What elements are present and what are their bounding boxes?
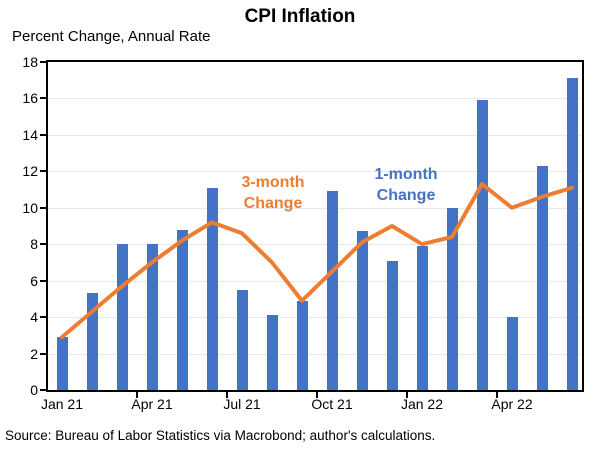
bar-jan-21 bbox=[56, 337, 68, 390]
y-axis-tick bbox=[40, 61, 46, 63]
x-axis-label: Jan 22 bbox=[400, 396, 444, 412]
x-axis-label: Apr 22 bbox=[491, 396, 533, 412]
bar-nov-21 bbox=[356, 231, 368, 390]
gridline bbox=[48, 207, 582, 209]
x-axis-label: Jan 21 bbox=[40, 396, 84, 412]
line-series-3-month-change bbox=[60, 182, 574, 340]
y-axis-tick bbox=[40, 243, 46, 246]
gridline bbox=[48, 171, 582, 173]
y-axis-tick bbox=[40, 97, 46, 100]
x-axis-label: Jul 21 bbox=[223, 396, 261, 412]
bar-feb-22 bbox=[446, 207, 458, 390]
bar-jan-22 bbox=[416, 246, 428, 390]
y-axis-label: 2 bbox=[30, 345, 38, 362]
bar-mar-21 bbox=[116, 244, 128, 390]
bar-feb-21 bbox=[86, 293, 98, 390]
source-note: Source: Bureau of Labor Statistics via M… bbox=[5, 428, 436, 443]
bar-jul-21 bbox=[236, 289, 248, 390]
x-axis-label: Oct 21 bbox=[311, 396, 353, 412]
gridline bbox=[48, 280, 582, 282]
y-axis-label: 16 bbox=[22, 90, 38, 107]
x-axis-tick bbox=[226, 392, 228, 398]
bar-may-22 bbox=[536, 165, 548, 390]
bar-may-21 bbox=[176, 229, 188, 390]
y-axis-tick bbox=[40, 279, 46, 282]
plot-area bbox=[46, 60, 584, 392]
line-path bbox=[60, 182, 574, 340]
annotation-1-month-change: 1-month Change bbox=[374, 164, 437, 206]
y-axis-tick bbox=[40, 170, 46, 173]
gridline bbox=[48, 98, 582, 100]
bar-dec-21 bbox=[386, 260, 398, 390]
bar-apr-21 bbox=[146, 244, 158, 390]
chart-subtitle: Percent Change, Annual Rate bbox=[12, 28, 211, 45]
y-axis-tick bbox=[40, 206, 46, 209]
x-axis-label: Apr 21 bbox=[131, 396, 173, 412]
annotation-3-month-line1: 3-month bbox=[241, 174, 305, 191]
annotation-1-month-line1: 1-month bbox=[374, 166, 438, 183]
chart-title: CPI Inflation bbox=[244, 6, 356, 27]
y-axis-label: 6 bbox=[30, 272, 38, 289]
x-axis-tick bbox=[316, 392, 318, 398]
annotation-3-month-change: 3-month Change bbox=[241, 172, 304, 214]
gridline bbox=[48, 244, 582, 246]
bar-apr-22 bbox=[506, 317, 518, 390]
y-axis-label: 18 bbox=[22, 54, 38, 70]
bar-aug-21 bbox=[266, 315, 278, 390]
bar-sep-21 bbox=[296, 300, 308, 390]
bar-oct-21 bbox=[326, 191, 338, 390]
x-axis-tick bbox=[406, 392, 408, 398]
y-axis-label: 10 bbox=[22, 199, 38, 216]
gridline bbox=[48, 317, 582, 319]
y-axis-tick bbox=[40, 352, 46, 355]
bar-jun-22 bbox=[566, 78, 578, 390]
gridline bbox=[48, 353, 582, 355]
y-axis-tick bbox=[40, 316, 46, 319]
y-axis-label: 14 bbox=[22, 126, 38, 143]
y-axis-label: 0 bbox=[30, 382, 38, 398]
plot-inner bbox=[48, 62, 582, 390]
y-axis-label: 12 bbox=[22, 163, 38, 180]
gridline bbox=[48, 134, 582, 136]
bar-mar-22 bbox=[476, 100, 488, 390]
x-axis-tick bbox=[496, 392, 498, 398]
y-axis-tick bbox=[40, 133, 46, 136]
annotation-3-month-line2: Change bbox=[243, 195, 303, 212]
x-axis-tick bbox=[136, 392, 138, 398]
annotation-1-month-line2: Change bbox=[376, 187, 436, 204]
bar-jun-21 bbox=[206, 187, 218, 390]
y-axis-label: 8 bbox=[30, 236, 38, 253]
y-axis-label: 4 bbox=[30, 309, 38, 326]
y-axis-tick bbox=[40, 389, 46, 391]
